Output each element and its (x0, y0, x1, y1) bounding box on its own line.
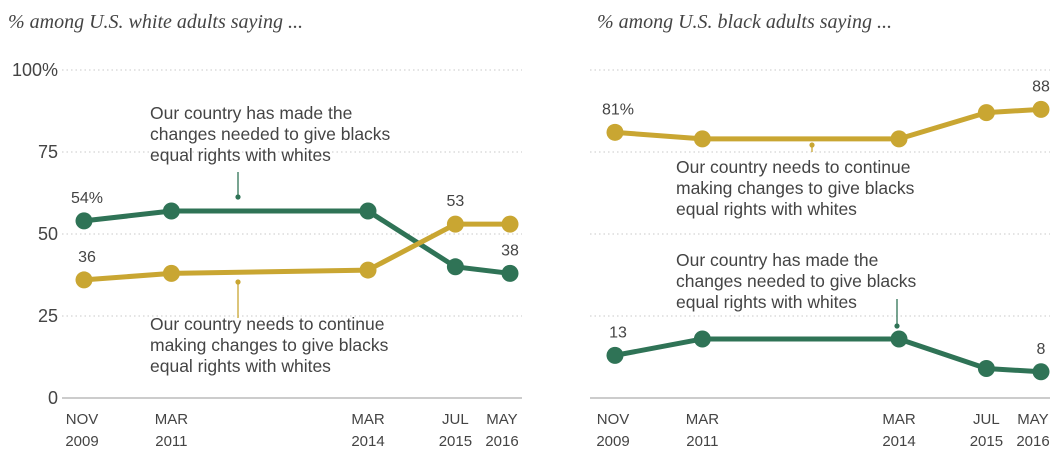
data-point (359, 202, 377, 220)
data-label: 53 (446, 193, 464, 210)
x-tick-label: NOV (597, 411, 630, 428)
data-point (890, 330, 908, 348)
data-point (606, 123, 624, 141)
data-point (446, 215, 464, 233)
panel-title: % among U.S. white adults saying ... (8, 11, 303, 33)
x-tick-label: 2015 (970, 433, 1003, 450)
data-point (977, 359, 995, 377)
series-line (81, 208, 513, 276)
data-point (1032, 363, 1050, 381)
data-point (693, 130, 711, 148)
x-tick-label: MAR (351, 411, 385, 428)
y-tick-label: 25 (38, 306, 58, 326)
series-annotation-line: making changes to give blacks (150, 335, 389, 355)
data-point (359, 261, 377, 279)
data-label: 36 (78, 249, 96, 266)
y-tick-label: 50 (38, 224, 58, 244)
x-tick-label: NOV (66, 411, 99, 428)
x-tick-label: 2016 (1016, 433, 1049, 450)
data-point (501, 215, 519, 233)
data-point (890, 130, 908, 148)
x-tick-label: JUL (442, 411, 469, 428)
series-annotation-line: equal rights with whites (150, 145, 331, 165)
series-annotation-line: equal rights with whites (676, 199, 857, 219)
data-point (162, 202, 180, 220)
annotation-dot (235, 194, 241, 200)
series-annotation-line: equal rights with whites (676, 292, 857, 312)
y-tick-label: 75 (38, 142, 58, 162)
x-tick-label: 2014 (351, 433, 384, 450)
data-point (75, 212, 93, 230)
series-annotation-line: equal rights with whites (150, 356, 331, 376)
annotation-dot (809, 142, 815, 148)
x-tick-label: MAY (1017, 411, 1048, 428)
series-annotation-line: changes needed to give blacks (676, 271, 917, 291)
x-tick-label: MAY (486, 411, 517, 428)
series-line (81, 221, 513, 283)
x-tick-label: MAR (155, 411, 189, 428)
x-tick-label: 2014 (882, 433, 915, 450)
y-tick-label: 100% (12, 60, 58, 80)
data-point (75, 271, 93, 289)
data-point (501, 264, 519, 282)
series-annotation-line: Our country has made the (676, 250, 878, 270)
annotation-dot (894, 323, 900, 329)
series-annotation-line: changes needed to give blacks (150, 124, 391, 144)
x-tick-label: 2016 (485, 433, 518, 450)
series-continue_changes: 36 53 Our country needs to continuemaking … (75, 193, 519, 376)
chart-panel-0: % among U.S. white adults saying ... 100%… (8, 11, 522, 450)
data-label: 8 (1037, 341, 1046, 358)
x-tick-label: MAR (882, 411, 916, 428)
data-label: 54% (71, 190, 103, 207)
y-tick-label: 0 (48, 388, 58, 408)
series-line (612, 106, 1044, 142)
x-tick-label: 2015 (439, 433, 472, 450)
series-annotation-line: making changes to give blacks (676, 178, 915, 198)
series-annotation-line: Our country needs to continue (150, 314, 384, 334)
x-tick-label: MAR (686, 411, 720, 428)
annotation-dot (235, 279, 241, 285)
data-point (446, 258, 464, 276)
data-label: 38 (501, 242, 519, 259)
chart-panel-1: % among U.S. black adults saying ... NOV 2… (590, 11, 1050, 450)
series-continue_changes: 81% 88 Our country needs to continuemaking… (602, 78, 1050, 219)
x-tick-label: 2009 (596, 433, 629, 450)
data-label: 81% (602, 101, 634, 118)
data-point (693, 330, 711, 348)
panel-title: % among U.S. black adults saying ... (597, 11, 892, 33)
x-tick-label: JUL (973, 411, 1000, 428)
data-point (162, 264, 180, 282)
data-label: 88 (1032, 78, 1050, 95)
data-label: 13 (609, 324, 627, 341)
series-line (612, 336, 1044, 375)
data-point (606, 346, 624, 364)
x-tick-label: 2009 (65, 433, 98, 450)
data-point (1032, 100, 1050, 118)
data-point (977, 104, 995, 122)
series-annotation-line: Our country needs to continue (676, 157, 910, 177)
series-annotation-line: Our country has made the (150, 103, 352, 123)
x-tick-label: 2011 (155, 433, 187, 450)
x-tick-label: 2011 (686, 433, 718, 450)
